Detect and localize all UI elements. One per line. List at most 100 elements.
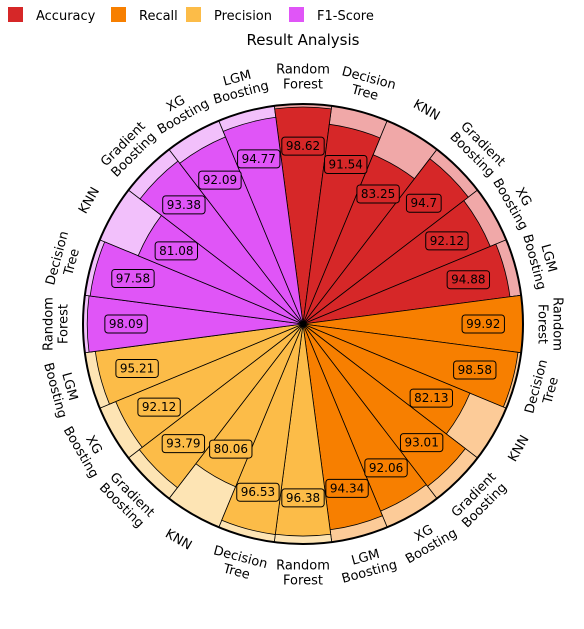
- category-label-precision-lgm-boosting: LGMBoosting: [40, 357, 84, 420]
- legend-label-precision: Precision: [214, 9, 272, 24]
- bar-precision-decision-tree: [221, 323, 304, 535]
- value-text-accuracy-lgm-boosting: 94.88: [451, 273, 485, 287]
- value-label-accuracy-xg-boosting: 92.12: [425, 231, 469, 251]
- value-label-precision-gradient-boosting: 93.79: [161, 434, 206, 454]
- bar-accuracy-random-forest: [274, 106, 332, 325]
- value-box-f1-score-xg-boosting: [198, 170, 242, 190]
- value-box-precision-lgm-boosting: [115, 358, 159, 378]
- value-box-accuracy-decision-tree: [324, 154, 368, 174]
- category-label-f1-score-random-forest: RandomForest: [42, 297, 72, 351]
- value-text-accuracy-decision-tree: 91.54: [329, 157, 363, 171]
- legend: Accuracy Recall Precision F1-Score: [8, 7, 374, 24]
- value-text-recall-random-forest: 99.92: [466, 317, 500, 331]
- value-box-recall-gradient-boosting: [399, 433, 444, 453]
- value-label-precision-random-forest: 96.38: [281, 488, 325, 508]
- value-text-f1-score-knn: 81.08: [159, 244, 193, 258]
- value-labels: 98.62 91.54 83.25 94.7 92.12 94.88 99.92 98.58 8…: [104, 136, 505, 508]
- legend-swatch-recall: [111, 7, 126, 22]
- value-text-precision-lgm-boosting: 95.21: [120, 361, 154, 375]
- value-label-recall-lgm-boosting: 94.34: [325, 478, 369, 498]
- value-label-f1-score-decision-tree: 97.58: [111, 268, 155, 288]
- category-label-accuracy-random-forest: Random Forest: [276, 63, 330, 93]
- category-label-precision-random-forest: Random Forest: [276, 559, 330, 589]
- category-label-recall-knn: KNN: [506, 433, 533, 465]
- value-box-precision-decision-tree: [236, 482, 280, 502]
- chart-title: Result Analysis: [247, 31, 360, 49]
- category-label-recall-lgm-boosting: LGMBoosting: [336, 543, 399, 587]
- value-text-f1-score-decision-tree: 97.58: [116, 271, 150, 285]
- value-box-f1-score-random-forest: [104, 314, 148, 334]
- bar-f1-score-decision-tree: [89, 241, 304, 325]
- value-text-precision-knn: 80.06: [214, 442, 248, 456]
- value-box-accuracy-xg-boosting: [425, 231, 469, 251]
- value-label-precision-decision-tree: 96.53: [236, 482, 280, 502]
- category-label-precision-decision-tree: DecisionTree: [208, 543, 269, 586]
- value-text-precision-decision-tree: 96.53: [241, 485, 275, 499]
- value-text-f1-score-lgm-boosting: 94.77: [242, 152, 276, 166]
- value-box-precision-knn: [209, 439, 253, 459]
- value-label-f1-score-xg-boosting: 92.09: [198, 170, 242, 190]
- legend-label-recall: Recall: [139, 9, 178, 24]
- value-label-precision-knn: 80.06: [209, 439, 253, 459]
- value-text-recall-knn: 82.13: [414, 391, 448, 405]
- value-label-precision-lgm-boosting: 95.21: [115, 358, 159, 378]
- category-label-precision-knn: KNN: [162, 527, 194, 554]
- value-label-recall-knn: 82.13: [409, 388, 453, 408]
- bar-f1-score-random-forest: [86, 295, 304, 353]
- legend-label-accuracy: Accuracy: [36, 9, 96, 24]
- category-label-recall-random-forest: RandomForest: [535, 297, 565, 351]
- value-box-accuracy-knn: [356, 184, 400, 204]
- value-label-f1-score-gradient-boosting: 93.38: [162, 195, 206, 215]
- value-box-f1-score-lgm-boosting: [237, 149, 281, 169]
- value-label-accuracy-knn: 83.25: [356, 184, 400, 204]
- value-label-accuracy-lgm-boosting: 94.88: [446, 270, 491, 290]
- value-box-precision-gradient-boosting: [161, 434, 206, 454]
- value-label-f1-score-random-forest: 98.09: [104, 314, 148, 334]
- legend-swatch-f1-score: [289, 7, 304, 22]
- value-label-f1-score-lgm-boosting: 94.77: [237, 149, 281, 169]
- value-box-recall-lgm-boosting: [325, 478, 369, 498]
- value-box-f1-score-decision-tree: [111, 268, 155, 288]
- value-box-accuracy-random-forest: [281, 136, 325, 156]
- value-text-f1-score-random-forest: 98.09: [109, 317, 143, 331]
- value-label-recall-gradient-boosting: 93.01: [399, 433, 444, 453]
- value-text-f1-score-xg-boosting: 92.09: [203, 173, 237, 187]
- value-text-precision-gradient-boosting: 93.79: [166, 437, 200, 451]
- value-text-accuracy-random-forest: 98.62: [286, 139, 320, 153]
- category-label-recall-decision-tree: DecisionTree: [522, 358, 565, 419]
- value-text-accuracy-gradient-boosting: 94.7: [410, 196, 437, 210]
- legend-swatch-precision: [186, 7, 201, 22]
- bar-f1-score-lgm-boosting: [222, 116, 304, 325]
- category-label-accuracy-knn: KNN: [410, 97, 442, 124]
- category-label-f1-score-decision-tree: DecisionTree: [43, 230, 86, 291]
- value-text-accuracy-knn: 83.25: [361, 187, 395, 201]
- value-text-accuracy-xg-boosting: 92.12: [430, 234, 464, 248]
- value-label-accuracy-random-forest: 98.62: [281, 136, 325, 156]
- outer-ring: [82, 103, 524, 545]
- bar-recall-decision-tree: [302, 323, 519, 408]
- category-label-precision-xg-boosting: XGBoosting: [60, 417, 114, 481]
- value-box-precision-random-forest: [281, 488, 325, 508]
- value-box-recall-knn: [409, 388, 453, 408]
- value-text-precision-random-forest: 96.38: [286, 491, 320, 505]
- value-box-accuracy-lgm-boosting: [446, 270, 491, 290]
- value-text-recall-decision-tree: 98.58: [458, 363, 492, 377]
- category-label-accuracy-lgm-boosting: LGMBoosting: [519, 229, 563, 292]
- value-box-recall-decision-tree: [453, 360, 497, 380]
- value-text-recall-xg-boosting: 92.06: [369, 461, 403, 475]
- value-label-accuracy-gradient-boosting: 94.7: [405, 193, 442, 213]
- value-box-precision-xg-boosting: [137, 397, 181, 417]
- value-text-recall-lgm-boosting: 94.34: [330, 481, 364, 495]
- value-label-f1-score-knn: 81.08: [154, 241, 199, 261]
- value-text-f1-score-gradient-boosting: 93.38: [167, 198, 201, 212]
- value-box-f1-score-knn: [154, 241, 199, 261]
- value-label-recall-xg-boosting: 92.06: [364, 458, 408, 478]
- value-text-precision-xg-boosting: 92.12: [142, 400, 176, 414]
- category-label-accuracy-decision-tree: DecisionTree: [336, 64, 397, 107]
- value-box-accuracy-gradient-boosting: [405, 193, 442, 213]
- value-label-recall-decision-tree: 98.58: [453, 360, 497, 380]
- bar-accuracy-decision-tree: [302, 123, 381, 325]
- value-label-precision-xg-boosting: 92.12: [137, 397, 181, 417]
- value-box-f1-score-gradient-boosting: [162, 195, 206, 215]
